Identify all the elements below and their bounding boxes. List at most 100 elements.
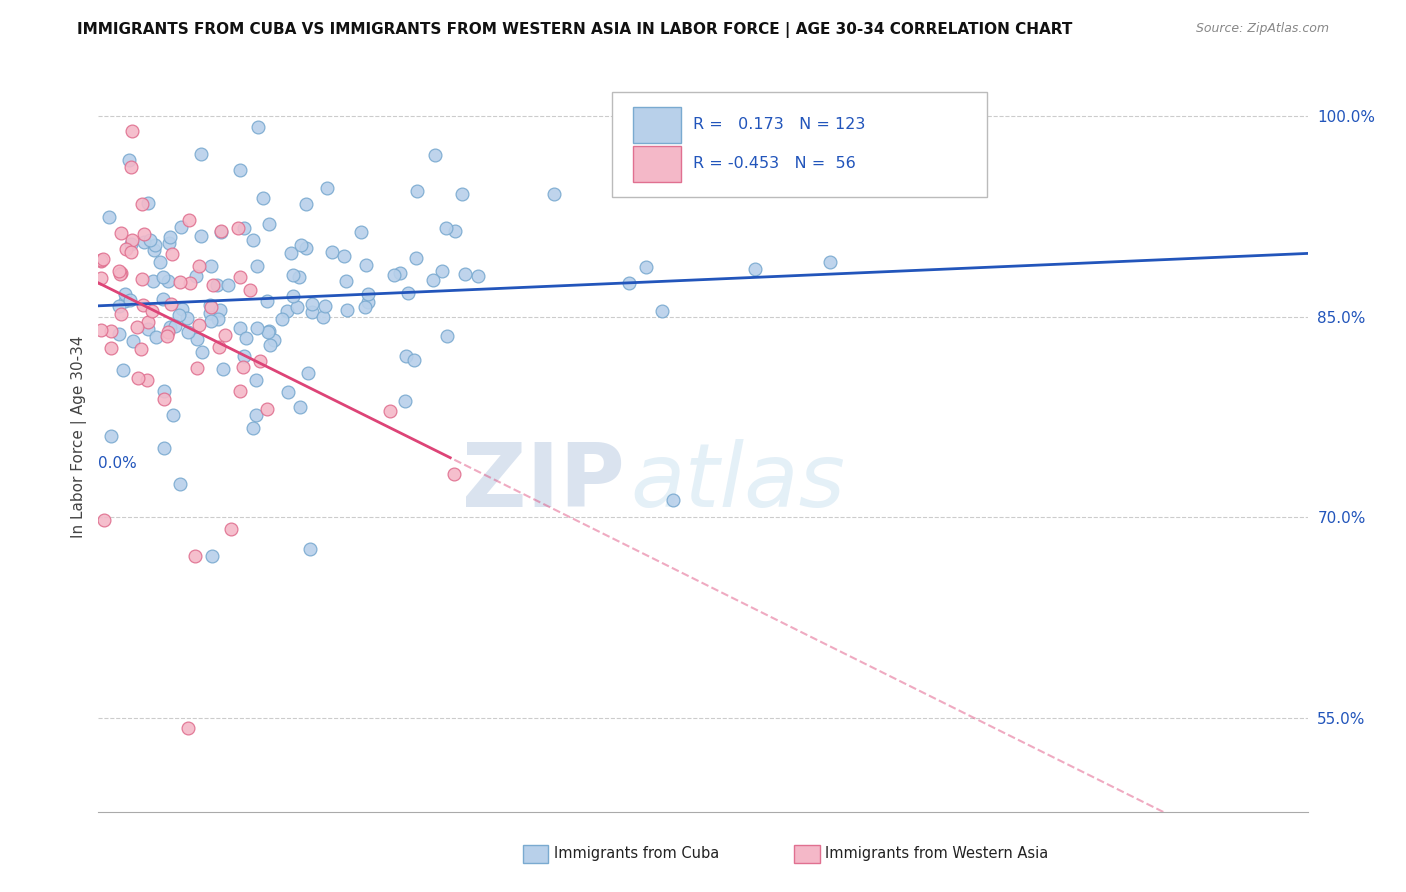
Point <box>228 269 250 284</box>
Point <box>281 268 304 283</box>
Point <box>112 363 135 377</box>
Point <box>214 327 236 342</box>
Point <box>467 269 489 284</box>
Point <box>233 221 256 235</box>
Point <box>208 340 231 354</box>
Point <box>543 187 565 202</box>
Point <box>229 321 252 335</box>
Point <box>118 153 141 167</box>
Point <box>256 293 278 308</box>
Point <box>163 318 186 333</box>
Point <box>301 297 323 311</box>
Point <box>744 262 766 277</box>
Point <box>129 342 152 356</box>
Point <box>388 266 411 280</box>
Point <box>662 493 685 508</box>
Point <box>354 300 377 314</box>
Point <box>136 196 159 211</box>
Point <box>120 237 142 252</box>
Point <box>136 315 159 329</box>
Point <box>186 269 208 284</box>
Point <box>131 298 153 312</box>
Point <box>90 254 112 268</box>
Point <box>298 541 321 556</box>
Point <box>169 275 191 289</box>
Point <box>256 401 278 416</box>
Point <box>209 224 232 238</box>
Point <box>288 270 311 285</box>
Point <box>200 298 222 312</box>
Point <box>100 324 122 338</box>
Point <box>156 274 179 288</box>
Point <box>90 323 112 337</box>
Point <box>156 329 179 343</box>
Point <box>276 303 298 318</box>
Point <box>245 373 267 387</box>
Point <box>454 267 477 281</box>
Point <box>382 268 405 282</box>
Point <box>430 264 453 278</box>
Point <box>443 467 465 481</box>
Point <box>290 237 312 252</box>
Point <box>108 326 131 341</box>
Point <box>280 246 302 260</box>
FancyBboxPatch shape <box>613 93 987 197</box>
Point <box>152 293 174 307</box>
Point <box>232 359 254 374</box>
Point <box>152 441 174 455</box>
Point <box>122 334 145 348</box>
Text: R =   0.173   N = 123: R = 0.173 N = 123 <box>693 117 866 132</box>
Text: Immigrants from Cuba: Immigrants from Cuba <box>554 847 720 861</box>
Point <box>295 242 318 256</box>
Y-axis label: In Labor Force | Age 30-34: In Labor Force | Age 30-34 <box>72 335 87 539</box>
Point <box>256 325 278 339</box>
Point <box>97 210 120 224</box>
Point <box>169 477 191 491</box>
Text: Source: ZipAtlas.com: Source: ZipAtlas.com <box>1195 22 1329 36</box>
Point <box>314 299 336 313</box>
Point <box>436 328 458 343</box>
Point <box>90 253 112 268</box>
Point <box>170 220 193 235</box>
Point <box>617 276 640 290</box>
Point <box>145 330 167 344</box>
Point <box>226 221 249 235</box>
Text: atlas: atlas <box>630 439 845 525</box>
Point <box>139 233 162 247</box>
Point <box>91 252 114 266</box>
Point <box>110 307 132 321</box>
Point <box>205 277 228 292</box>
Point <box>321 244 343 259</box>
Point <box>114 293 136 308</box>
Point <box>149 255 172 269</box>
Point <box>125 320 148 334</box>
Text: 0.0%: 0.0% <box>98 456 138 471</box>
Point <box>252 191 274 205</box>
Point <box>350 225 373 239</box>
Point <box>136 322 159 336</box>
Point <box>190 147 212 161</box>
Point <box>127 370 149 384</box>
Point <box>235 330 257 344</box>
Point <box>100 341 122 355</box>
Point <box>177 325 200 339</box>
Point <box>107 299 129 313</box>
Point <box>152 384 174 398</box>
Point <box>217 278 239 293</box>
Text: R = -0.453   N =  56: R = -0.453 N = 56 <box>693 156 856 171</box>
Point <box>634 260 657 274</box>
Text: IMMIGRANTS FROM CUBA VS IMMIGRANTS FROM WESTERN ASIA IN LABOR FORCE | AGE 30-34 : IMMIGRANTS FROM CUBA VS IMMIGRANTS FROM … <box>77 22 1073 38</box>
Point <box>177 212 200 227</box>
Point <box>423 147 446 161</box>
Point <box>288 400 311 414</box>
Point <box>201 549 224 563</box>
Point <box>207 312 229 326</box>
Point <box>200 306 222 320</box>
Point <box>118 293 141 307</box>
Point <box>142 244 165 258</box>
Point <box>285 300 308 314</box>
Point <box>167 308 190 322</box>
Point <box>396 286 419 301</box>
Point <box>186 361 208 376</box>
Point <box>157 236 180 251</box>
